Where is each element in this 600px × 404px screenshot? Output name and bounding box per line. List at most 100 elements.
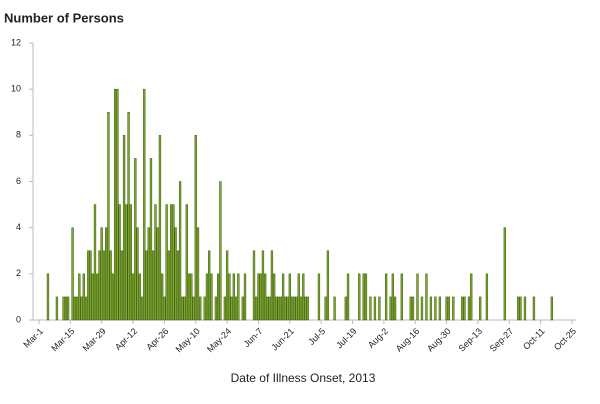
bar [156, 227, 159, 321]
bar [187, 273, 191, 321]
bar [268, 296, 271, 321]
y-tick-label: 0 [16, 314, 21, 324]
bar [109, 250, 112, 321]
bar [277, 296, 280, 321]
bar [100, 227, 103, 321]
bar [232, 273, 235, 321]
bar [517, 296, 520, 321]
x-tick-label: Aug-2 [366, 326, 390, 350]
bar [416, 273, 419, 321]
bar [237, 273, 240, 321]
bar [288, 273, 291, 321]
bar [125, 204, 128, 321]
bar [270, 250, 274, 321]
bar [129, 204, 132, 321]
bar [152, 250, 155, 321]
bar [452, 296, 455, 321]
bar [161, 273, 164, 321]
x-tick-label: Aug-16 [394, 326, 422, 354]
bar [470, 273, 473, 321]
y-tick-label: 12 [11, 37, 21, 47]
bar [434, 296, 437, 321]
bar [306, 296, 309, 321]
bar [136, 227, 139, 321]
x-tick-label: May-10 [174, 326, 202, 354]
bar [485, 273, 489, 321]
bar [266, 296, 269, 321]
bar [174, 227, 177, 321]
bar [550, 296, 554, 321]
bar [243, 273, 247, 321]
bar [205, 273, 209, 321]
x-tick-label: Sep-13 [456, 326, 484, 354]
bar [261, 250, 265, 321]
bar [425, 273, 428, 321]
bar [78, 273, 81, 321]
bar [196, 227, 200, 321]
x-tick-label: Jul-5 [306, 326, 327, 347]
bar [241, 296, 244, 321]
bar [255, 296, 258, 321]
bar [297, 273, 300, 321]
bar [73, 296, 76, 321]
x-tick-label: Jun-7 [242, 326, 265, 349]
bar [228, 273, 231, 321]
x-tick-label: Apr-12 [113, 326, 139, 352]
y-tick-label: 2 [16, 268, 21, 278]
bar [75, 296, 79, 321]
bar [149, 158, 153, 321]
bar [138, 273, 141, 321]
bar [324, 296, 327, 321]
bar [252, 250, 256, 321]
bar [107, 112, 110, 321]
bar [438, 296, 442, 321]
bar [46, 273, 50, 321]
y-tick-label: 4 [16, 222, 21, 232]
bar [281, 273, 285, 321]
bar [181, 296, 184, 321]
bar [140, 296, 144, 321]
x-tick-label: Apr-26 [144, 326, 170, 352]
bar [503, 227, 506, 321]
bar [523, 296, 527, 321]
bar [134, 158, 137, 321]
bar [304, 296, 307, 321]
bar [217, 273, 220, 321]
bar [147, 227, 150, 321]
bar [208, 250, 211, 321]
x-tick-label: May-24 [205, 326, 233, 354]
bar [93, 204, 97, 321]
bar [362, 273, 365, 321]
bar [165, 204, 168, 321]
bar [378, 296, 381, 321]
bar [272, 273, 276, 321]
x-tick-label: Aug-30 [425, 326, 453, 354]
bar [55, 296, 59, 321]
x-tick-label: Oct-11 [521, 326, 547, 352]
bar [214, 296, 218, 321]
bar [369, 296, 372, 321]
bar [230, 296, 233, 321]
bar [91, 273, 94, 321]
bar [344, 296, 347, 321]
bar [96, 273, 99, 321]
bar [176, 250, 180, 321]
bar [102, 250, 106, 321]
bar [429, 296, 433, 321]
bar [461, 296, 464, 321]
bar [89, 250, 92, 321]
bar [190, 273, 193, 321]
bar [172, 204, 175, 321]
bar [219, 181, 222, 321]
bar [199, 296, 202, 321]
bar [384, 273, 388, 321]
bar [299, 296, 303, 321]
bar [143, 88, 146, 321]
bar [532, 296, 536, 321]
bar [223, 296, 227, 321]
bar [62, 296, 65, 321]
y-tick-label: 6 [16, 176, 21, 186]
bar [346, 273, 350, 321]
bar [333, 296, 336, 321]
bar [192, 296, 195, 321]
